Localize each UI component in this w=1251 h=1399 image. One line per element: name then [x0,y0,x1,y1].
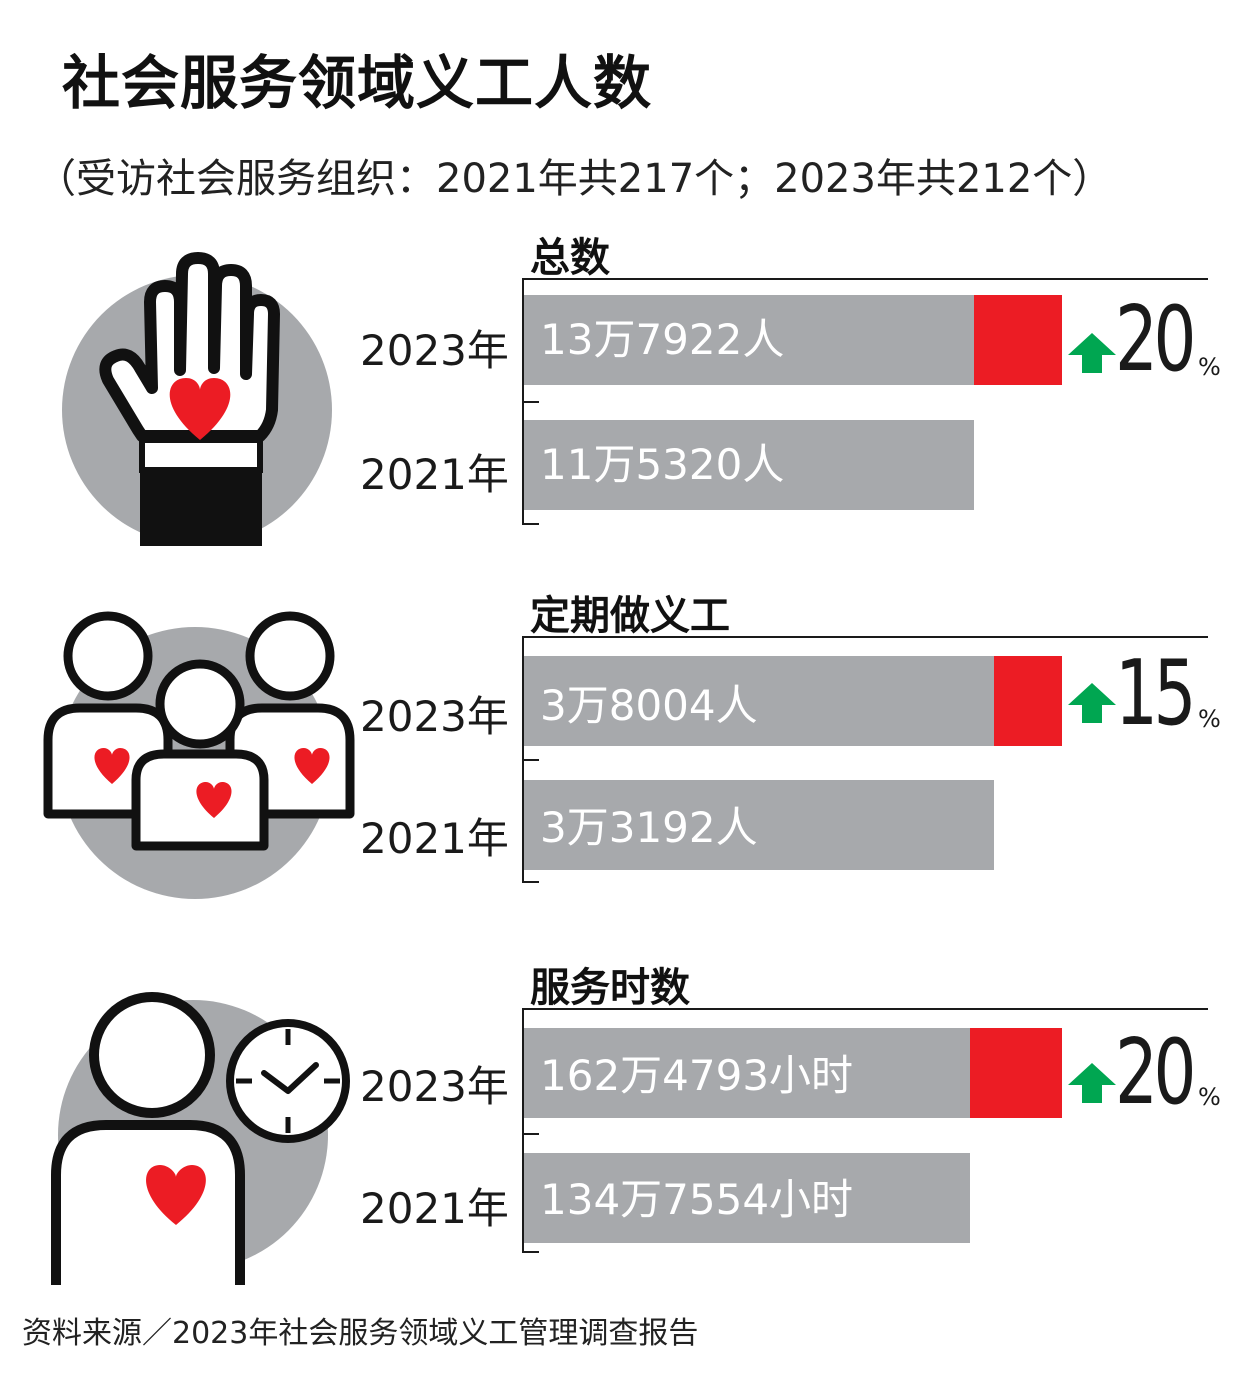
bar-value-label: 3万8004人 [540,681,758,730]
up-arrow-icon [1068,1063,1116,1103]
up-arrow-icon [1068,333,1116,373]
top-rule [522,1008,1208,1010]
bar-value-label: 162万4793小时 [540,1051,854,1100]
axis-tick [522,401,539,403]
top-rule [522,636,1208,638]
volunteer-group-icon [43,611,355,899]
top-rule [522,278,1208,280]
panel-regular: 定期做义工 2023年 2021年 3万8004人 3万3192人 15 % [0,583,1251,913]
category-label: 2023年 [360,326,509,375]
axis-tick [522,523,539,525]
panel-title: 总数 [530,235,610,281]
axis-tick [522,1251,539,1253]
person-clock-icon [51,992,350,1285]
raised-hand-heart-icon [62,252,332,546]
change-value: 15 [1115,641,1196,746]
up-arrow-icon [1068,683,1116,723]
category-label: 2021年 [360,814,509,863]
bar-2023 [524,295,974,385]
panel-title: 定期做义工 [530,593,730,639]
axis-tick [522,759,539,761]
axis-tick [522,1133,539,1135]
category-axis [522,1008,524,1253]
bar-2021 [524,780,994,870]
bar-2023 [524,656,994,746]
bar-value-label: 134万7554小时 [540,1175,854,1224]
panel-total: 总数 2023年 2021年 13万7922人 11万5320人 20 % [0,225,1251,555]
panel-title: 服务时数 [530,965,690,1011]
bar-2021 [524,420,974,510]
bar-2021 [524,1153,970,1243]
category-label: 2023年 [360,692,509,741]
bar-value-label: 13万7922人 [540,315,785,364]
increase-segment [994,656,1062,746]
bar-2023 [524,1028,970,1118]
chart-subtitle: （受访社会服务组织：2021年共217个；2023年共212个） [36,156,1113,202]
bar-value-label: 11万5320人 [540,440,785,489]
change-unit: % [1198,1083,1221,1111]
category-label: 2021年 [360,450,509,499]
category-label: 2021年 [360,1184,509,1233]
change-unit: % [1198,705,1221,733]
change-unit: % [1198,353,1221,381]
axis-tick [522,881,539,883]
source-note: 资料来源／2023年社会服务领域义工管理调查报告 [22,1316,699,1351]
category-axis [522,636,524,881]
increase-segment [974,295,1062,385]
change-value: 20 [1115,287,1196,392]
panel-hours: 服务时数 2023年 2021年 162万4793小时 134万7554小时 2… [0,955,1251,1285]
change-value: 20 [1115,1020,1196,1125]
category-axis [522,278,524,523]
bar-value-label: 3万3192人 [540,803,758,852]
increase-segment [970,1028,1062,1118]
chart-title: 社会服务领域义工人数 [62,49,653,117]
category-label: 2023年 [360,1062,509,1111]
